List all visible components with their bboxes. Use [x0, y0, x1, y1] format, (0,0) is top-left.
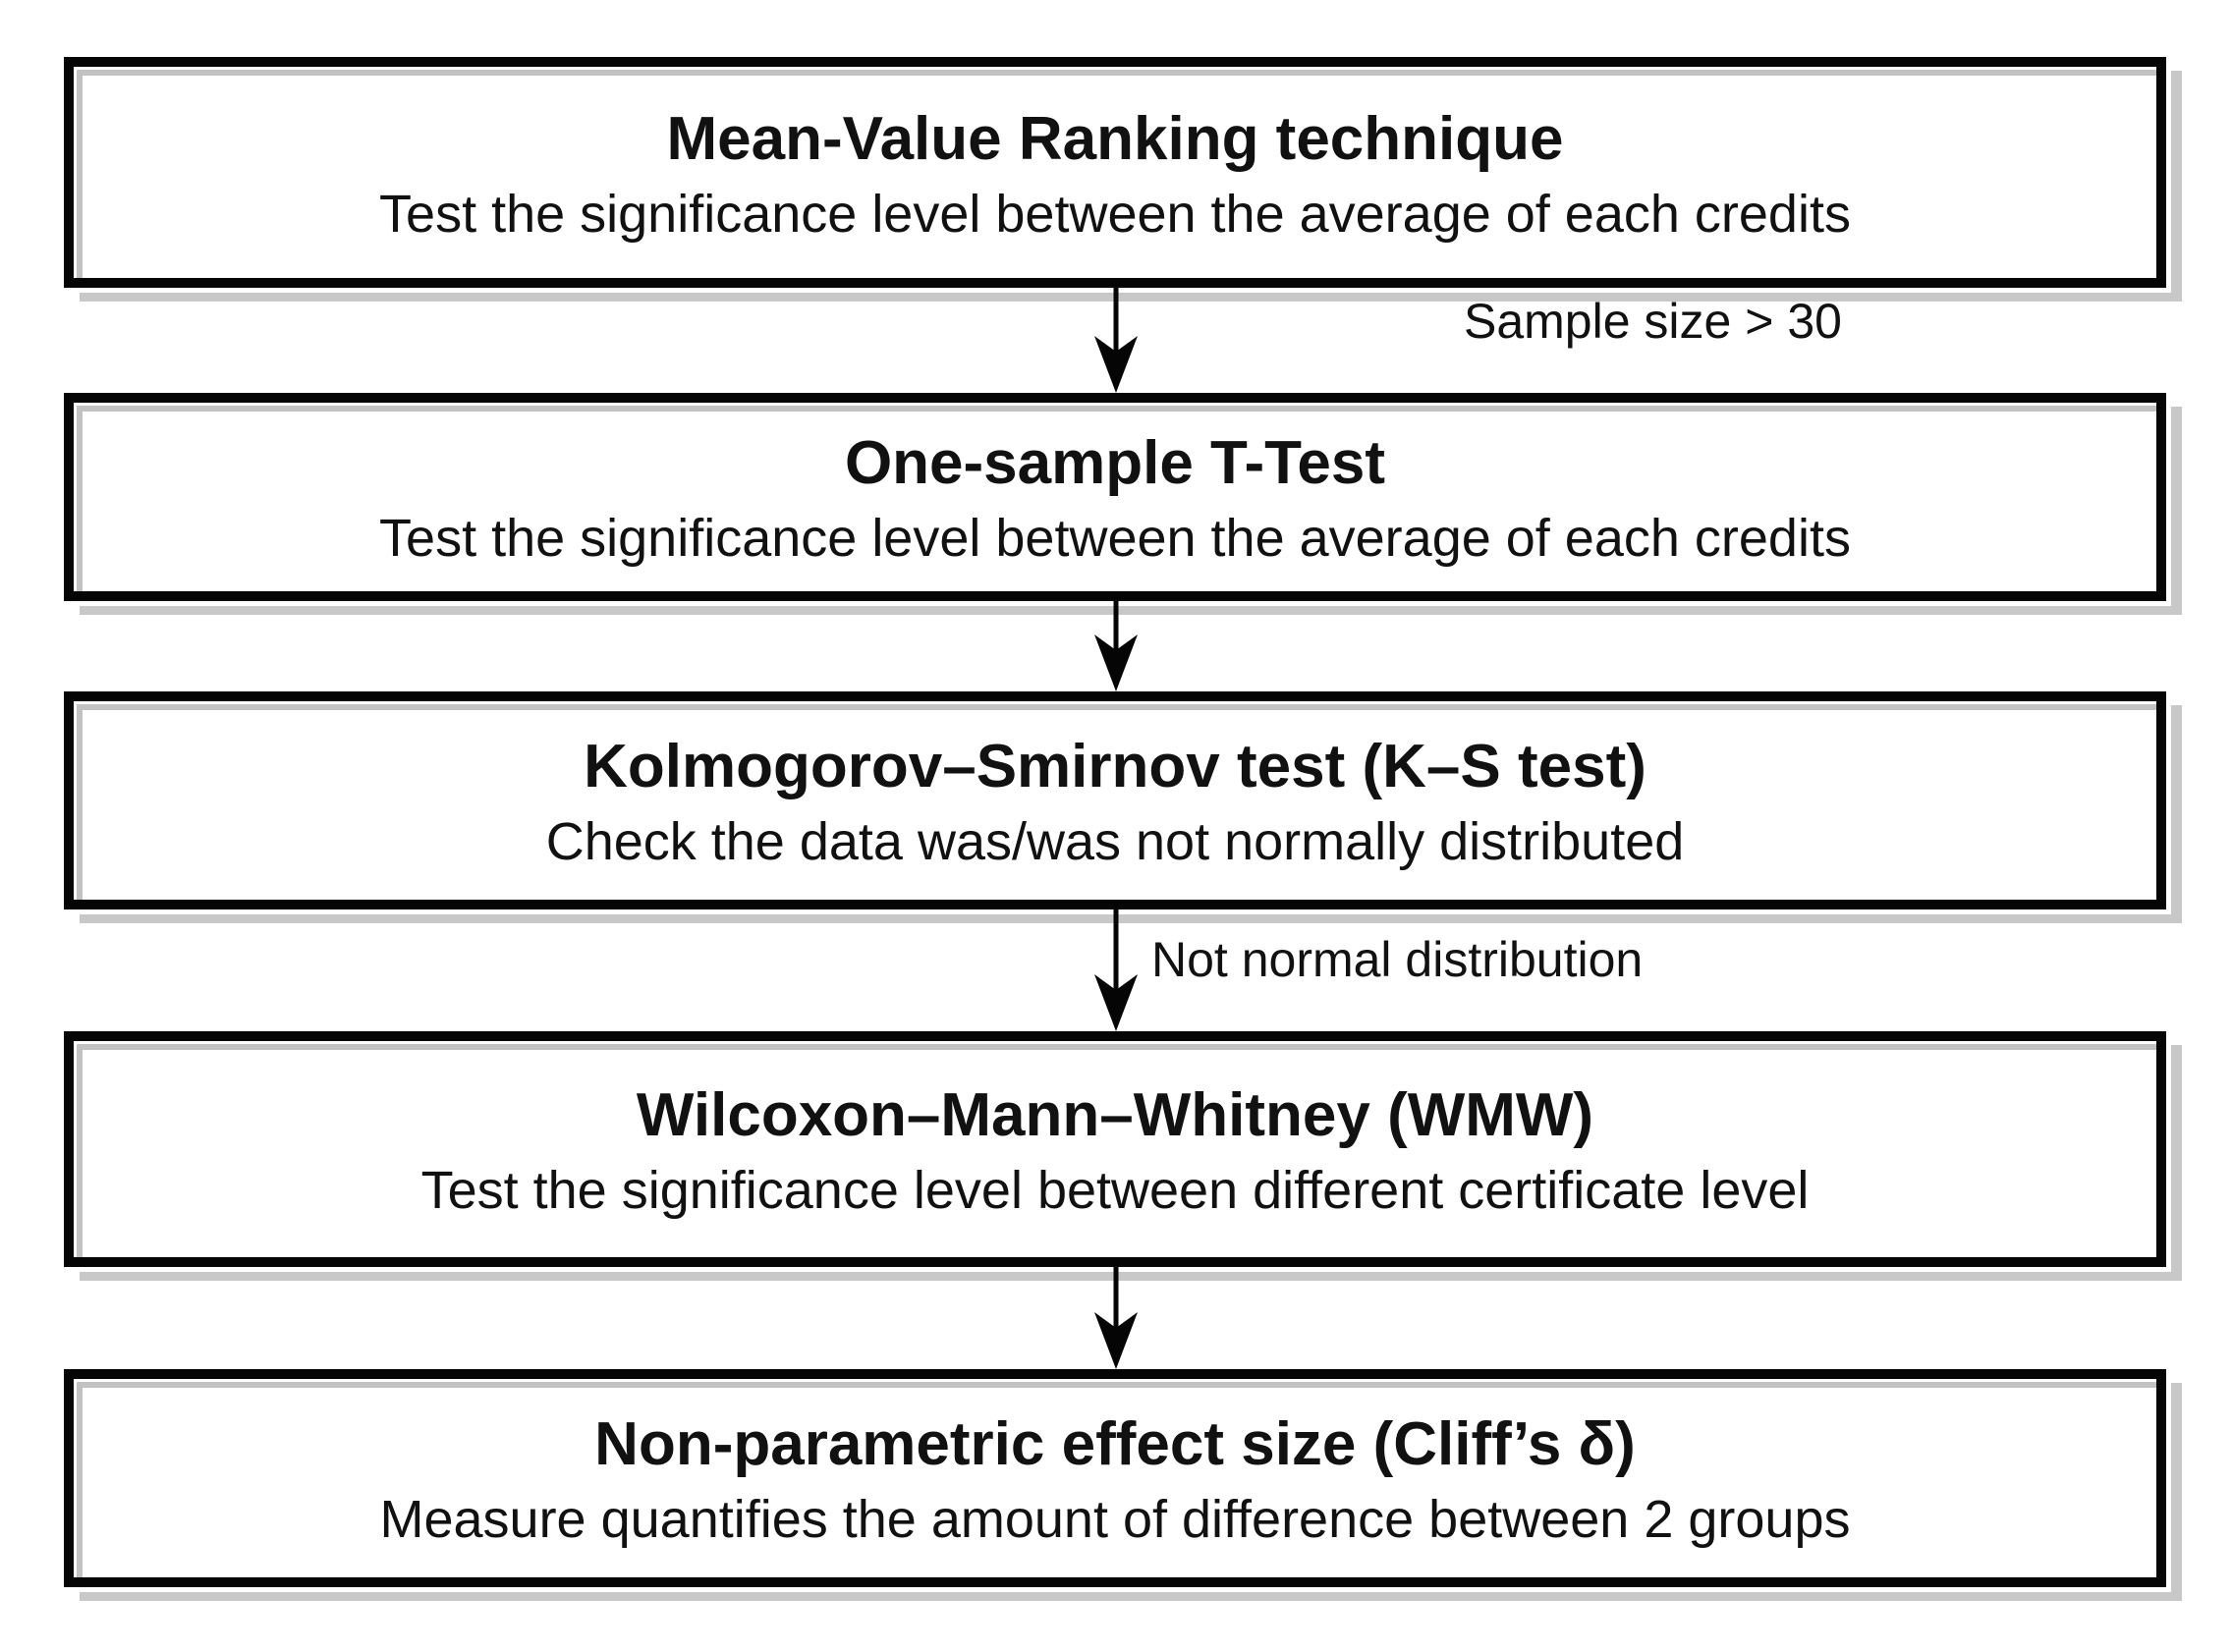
- flow-box-mean-value-ranking-technique: Mean-Value Ranking technique Test the si…: [64, 57, 2166, 288]
- down-arrow-connector: [1094, 601, 1138, 691]
- flow-box-non-parametric-effect-size: Non-parametric effect size (Cliff’s δ) M…: [64, 1369, 2166, 1587]
- down-arrow-connector: [1094, 288, 1138, 393]
- box-subtitle: Test the significance level between diff…: [420, 1161, 1810, 1221]
- box-title: One-sample T-Test: [844, 429, 1386, 498]
- flow-box-wilcoxon-mann-whitney: Wilcoxon–Mann–Whitney (WMW) Test the sig…: [64, 1031, 2166, 1267]
- down-arrow-connector: [1094, 909, 1138, 1031]
- arrow-condition-label: Sample size > 30: [1464, 294, 1842, 349]
- box-title: Mean-Value Ranking technique: [666, 104, 1564, 173]
- box-title: Kolmogorov–Smirnov test (K–S test): [584, 733, 1646, 801]
- box-title: Non-parametric effect size (Cliff’s δ): [594, 1410, 1636, 1479]
- box-subtitle: Test the significance level between the …: [379, 184, 1851, 244]
- box-subtitle: Measure quantifies the amount of differe…: [379, 1490, 1851, 1550]
- down-arrow-connector: [1094, 1267, 1138, 1369]
- box-subtitle: Check the data was/was not normally dist…: [545, 812, 1685, 872]
- flow-box-one-sample-t-test: One-sample T-Test Test the significance …: [64, 393, 2166, 601]
- box-subtitle: Test the significance level between the …: [379, 509, 1851, 569]
- arrow-condition-label: Not normal distribution: [1151, 932, 1644, 987]
- box-title: Wilcoxon–Mann–Whitney (WMW): [636, 1081, 1594, 1150]
- flow-box-kolmogorov-smirnov-test: Kolmogorov–Smirnov test (K–S test) Check…: [64, 691, 2166, 909]
